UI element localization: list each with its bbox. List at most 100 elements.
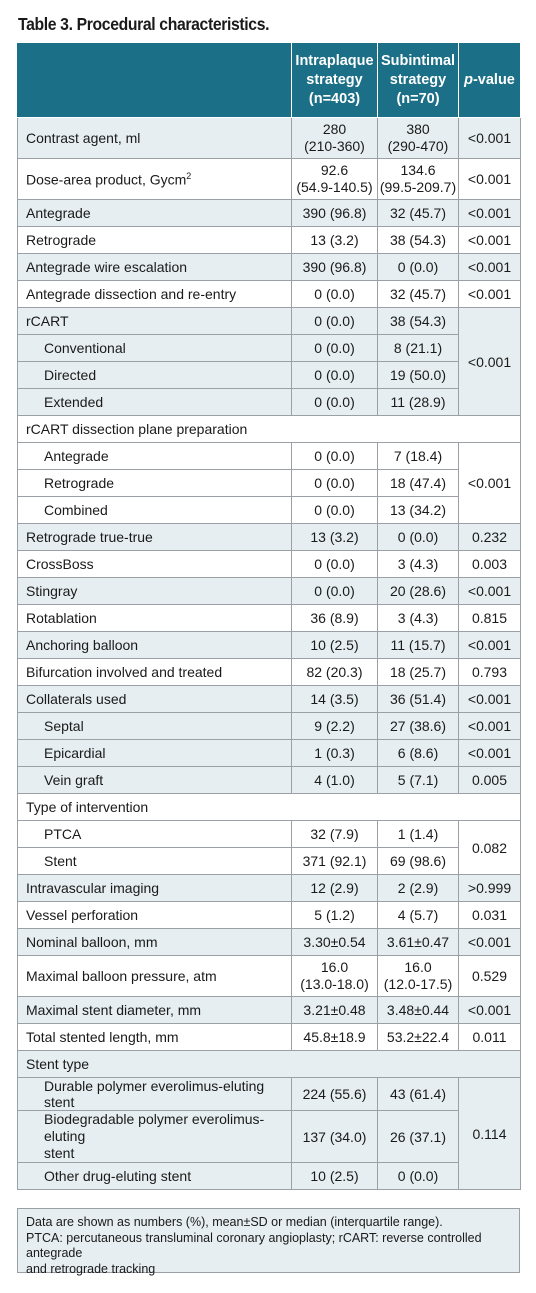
cell-p-value: 0.793 xyxy=(458,658,521,686)
cell-intraplaque: 0 (0.0) xyxy=(291,388,378,416)
row-label: Antegrade dissection and re-entry xyxy=(17,280,292,308)
table-row: Total stented length, mm 45.8±18.9 53.2±… xyxy=(17,1023,521,1051)
table-row: Maximal stent diameter, mm 3.21±0.48 3.4… xyxy=(17,996,521,1024)
table-section-row: rCART dissection plane preparation xyxy=(17,415,521,443)
cell-subintimal: 4 (5.7) xyxy=(377,901,459,929)
header-blank xyxy=(17,42,292,118)
cell-intraplaque: 10 (2.5) xyxy=(291,631,378,659)
row-label: Stingray xyxy=(17,577,292,605)
row-label: rCART xyxy=(17,307,292,335)
cell-intraplaque: 137 (34.0) xyxy=(291,1110,378,1163)
cell-intraplaque: 92.6 (54.9-140.5) xyxy=(291,158,378,200)
row-label: Retrograde xyxy=(17,226,292,254)
row-label: Combined xyxy=(17,496,292,524)
cell-intraplaque: 10 (2.5) xyxy=(291,1162,378,1190)
cell-p-value: <0.001 xyxy=(458,928,521,956)
table-row: Retrograde 0 (0.0) 18 (47.4) xyxy=(17,469,521,497)
cell-subintimal: 27 (38.6) xyxy=(377,712,459,740)
table-row: Dose-area product, Gycm2 92.6 (54.9-140.5… xyxy=(17,158,521,200)
cell-intraplaque: 16.0 (13.0-18.0) xyxy=(291,955,378,997)
cell-intraplaque: 0 (0.0) xyxy=(291,280,378,308)
cell-subintimal: 1 (1.4) xyxy=(377,820,459,848)
row-label: Maximal stent diameter, mm xyxy=(17,996,292,1024)
row-label: PTCA xyxy=(17,820,292,848)
table-row: Rotablation 36 (8.9) 3 (4.3) 0.815 xyxy=(17,604,521,632)
cell-p-value: <0.001 xyxy=(458,739,521,767)
cell-subintimal: 11 (28.9) xyxy=(377,388,459,416)
cell-p-value: 0.011 xyxy=(458,1023,521,1051)
cell-intraplaque: 0 (0.0) xyxy=(291,307,378,335)
cell-subintimal: 38 (54.3) xyxy=(377,307,459,335)
row-label: Retrograde true-true xyxy=(17,523,292,551)
section-label: Type of intervention xyxy=(17,793,521,821)
table-section-row: Type of intervention xyxy=(17,793,521,821)
cell-intraplaque: 0 (0.0) xyxy=(291,469,378,497)
row-label: Extended xyxy=(17,388,292,416)
table-row: Combined 0 (0.0) 13 (34.2) xyxy=(17,496,521,524)
footnote-line: PTCA: percutaneous transluminal coronary… xyxy=(26,1230,482,1261)
row-label: Nominal balloon, mm xyxy=(17,928,292,956)
cell-subintimal: 38 (54.3) xyxy=(377,226,459,254)
cell-subintimal: 11 (15.7) xyxy=(377,631,459,659)
cell-intraplaque: 1 (0.3) xyxy=(291,739,378,767)
cell-subintimal: 3.61±0.47 xyxy=(377,928,459,956)
table-row: Epicardial 1 (0.3) 6 (8.6) <0.001 xyxy=(17,739,521,767)
table-row: Maximal balloon pressure, atm 16.0 (13.0-… xyxy=(17,955,521,997)
cell-p-value: <0.001 xyxy=(458,307,521,416)
cell-p-value: <0.001 xyxy=(458,199,521,227)
table-row: Directed 0 (0.0) 19 (50.0) xyxy=(17,361,521,389)
row-label: Vein graft xyxy=(17,766,292,794)
table-row: Stent 371 (92.1) 69 (98.6) xyxy=(17,847,521,875)
table-footnote: Data are shown as numbers (%), mean±SD o… xyxy=(17,1208,520,1276)
row-label: Epicardial xyxy=(17,739,292,767)
cell-p-value: <0.001 xyxy=(458,442,521,524)
cell-subintimal: 36 (51.4) xyxy=(377,685,459,713)
row-label: Stent xyxy=(17,847,292,875)
table-row: Bifurcation involved and treated 82 (20.… xyxy=(17,658,521,686)
cell-intraplaque: 390 (96.8) xyxy=(291,253,378,281)
cell-intraplaque: 45.8±18.9 xyxy=(291,1023,378,1051)
cell-subintimal: 134.6 (99.5-209.7) xyxy=(377,158,459,200)
table-row: Anchoring balloon 10 (2.5) 11 (15.7) <0.… xyxy=(17,631,521,659)
table-row: Intravascular imaging 12 (2.9) 2 (2.9) >… xyxy=(17,874,521,902)
cell-subintimal: 5 (7.1) xyxy=(377,766,459,794)
table-row: Conventional 0 (0.0) 8 (21.1) xyxy=(17,334,521,362)
cell-intraplaque: 32 (7.9) xyxy=(291,820,378,848)
cell-intraplaque: 224 (55.6) xyxy=(291,1077,378,1111)
header-row: Intraplaque strategy (n=403) Subintimal str… xyxy=(17,42,521,118)
row-label: Rotablation xyxy=(17,604,292,632)
cell-intraplaque: 0 (0.0) xyxy=(291,334,378,362)
cell-p-value: <0.001 xyxy=(458,577,521,605)
footnote-line: Data are shown as numbers (%), mean±SD o… xyxy=(26,1215,443,1229)
cell-subintimal: 20 (28.6) xyxy=(377,577,459,605)
cell-intraplaque: 3.21±0.48 xyxy=(291,996,378,1024)
cell-intraplaque: 0 (0.0) xyxy=(291,550,378,578)
cell-subintimal: 69 (98.6) xyxy=(377,847,459,875)
row-label: Retrograde xyxy=(17,469,292,497)
row-label: Dose-area product, Gycm2 xyxy=(17,158,292,200)
row-label: Anchoring balloon xyxy=(17,631,292,659)
cell-p-value: 0.005 xyxy=(458,766,521,794)
cell-subintimal: 13 (34.2) xyxy=(377,496,459,524)
cell-intraplaque: 0 (0.0) xyxy=(291,361,378,389)
table-row: rCART 0 (0.0) 38 (54.3) <0.001 xyxy=(17,307,521,416)
table-row: Septal 9 (2.2) 27 (38.6) <0.001 xyxy=(17,712,521,740)
cell-subintimal: 19 (50.0) xyxy=(377,361,459,389)
cell-intraplaque: 390 (96.8) xyxy=(291,199,378,227)
table-row: Nominal balloon, mm 3.30±0.54 3.61±0.47 … xyxy=(17,928,521,956)
cell-p-value: <0.001 xyxy=(458,996,521,1024)
cell-p-value: <0.001 xyxy=(458,631,521,659)
cell-p-value: 0.031 xyxy=(458,901,521,929)
cell-p-value: 0.114 xyxy=(458,1077,521,1190)
table-row: Retrograde 13 (3.2) 38 (54.3) <0.001 xyxy=(17,226,521,254)
cell-subintimal: 0 (0.0) xyxy=(377,253,459,281)
row-label: Antegrade xyxy=(17,199,292,227)
table-row: Antegrade 0 (0.0) 7 (18.4) <0.001 xyxy=(17,442,521,524)
row-label: Antegrade xyxy=(17,442,292,470)
row-label: Intravascular imaging xyxy=(17,874,292,902)
row-label: Contrast agent, ml xyxy=(17,117,292,159)
table-row: Biodegradable polymer everolimus-eluting… xyxy=(17,1110,521,1163)
cell-subintimal: 8 (21.1) xyxy=(377,334,459,362)
cell-subintimal: 6 (8.6) xyxy=(377,739,459,767)
table-row: Antegrade wire escalation 390 (96.8) 0 (… xyxy=(17,253,521,281)
